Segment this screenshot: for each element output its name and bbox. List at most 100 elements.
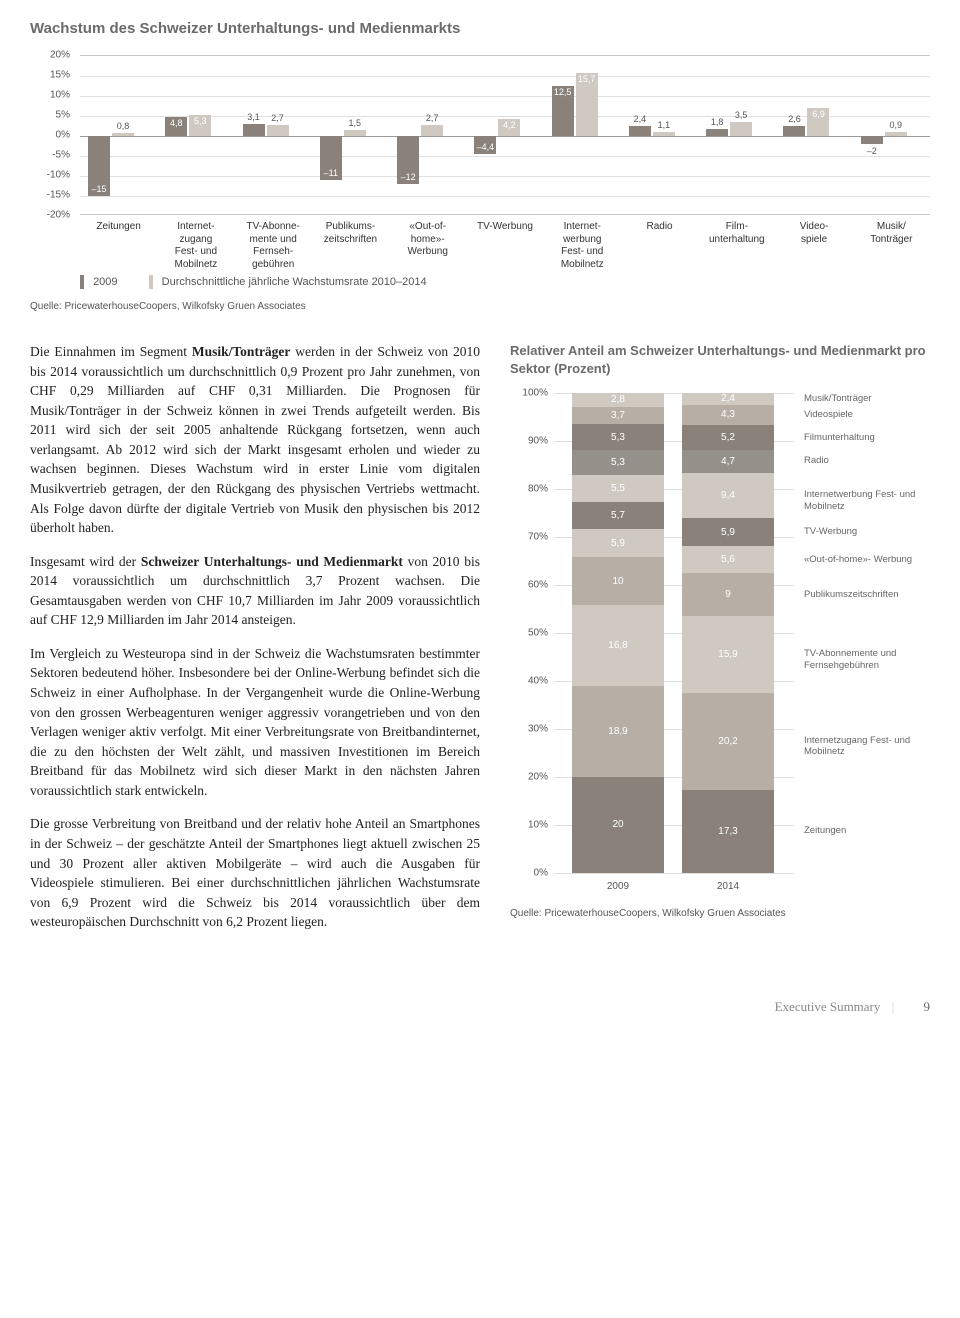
stacked-segment-value: 5,5 — [611, 483, 625, 494]
bar-ytick: 15% — [50, 70, 70, 81]
bar-ytick: -20% — [47, 210, 70, 221]
stacked-segment-value: 2,8 — [611, 394, 625, 405]
stacked-segment: 3,7 — [572, 407, 664, 425]
stacked-segment: 18,9 — [572, 686, 664, 777]
bar-group: 3,12,7TV-Abonne-mente undFernseh-gebühre… — [235, 56, 312, 214]
bar-ytick: -15% — [47, 190, 70, 201]
body-paragraph: Die grosse Verbreitung von Breitband und… — [30, 814, 480, 931]
stacked-segment: 5,6 — [682, 546, 774, 573]
bar — [267, 125, 289, 136]
legend-label-avg: Durchschnittliche jährliche Wachstumsrat… — [162, 276, 427, 288]
stacked-ytick: 70% — [528, 532, 548, 543]
stacked-plot: 2,83,75,35,35,55,75,91016,818,9202,44,35… — [554, 393, 794, 873]
bar-value-label: –4,4 — [470, 142, 500, 152]
bar-chart-legend: 2009 Durchschnittliche jährliche Wachstu… — [80, 275, 930, 289]
bar — [885, 132, 907, 136]
bar-category-label: Musik/Tonträger — [853, 221, 930, 246]
stacked-segment: 9 — [682, 573, 774, 616]
stacked-legend-item: Zeitungen — [804, 825, 846, 836]
stacked-segment-value: 17,3 — [718, 826, 737, 837]
bar — [730, 122, 752, 136]
bar-value-label: 2,7 — [263, 113, 293, 123]
stacked-segment-value: 4,7 — [721, 456, 735, 467]
bar-value-label: 0,9 — [881, 120, 911, 130]
stacked-legend-item: Radio — [804, 455, 829, 466]
bar-value-label: 5,3 — [185, 116, 215, 126]
bar-value-label: 3,5 — [726, 110, 756, 120]
stacked-legend-item: Videospiele — [804, 409, 853, 420]
stacked-segment: 4,3 — [682, 405, 774, 426]
stacked-ytick: 90% — [528, 436, 548, 447]
bar-category-label: Internet-werbungFest- undMobilnetz — [544, 221, 621, 271]
stacked-segment: 9,4 — [682, 473, 774, 518]
stacked-segment-value: 3,7 — [611, 410, 625, 421]
stacked-ytick: 30% — [528, 724, 548, 735]
bar-value-label: –12 — [393, 172, 423, 182]
stacked-segment-value: 5,9 — [721, 527, 735, 538]
page-footer: Executive Summary | 9 — [30, 999, 930, 1015]
stacked-segment-value: 5,6 — [721, 554, 735, 565]
stacked-segment-value: 5,7 — [611, 510, 625, 521]
stacked-segment: 17,3 — [682, 790, 774, 873]
stacked-ytick: 40% — [528, 676, 548, 687]
bar-group: 4,85,3Internet-zugangFest- undMobilnetz — [157, 56, 234, 214]
stacked-segment-value: 20,2 — [718, 736, 737, 747]
stacked-bar: 2,44,35,24,79,45,95,6915,920,217,3 — [682, 393, 774, 873]
stacked-ytick: 80% — [528, 484, 548, 495]
bar-chart-yaxis: -20%-15%-10%-5%0%5%10%15%20% — [30, 55, 76, 215]
body-text-column: Die Einnahmen im Segment Musik/Tonträger… — [30, 342, 480, 949]
stacked-chart-title: Relativer Anteil am Schweizer Unterhaltu… — [510, 342, 944, 377]
bar-ytick: -5% — [52, 150, 70, 161]
bar-group: 1,83,5Film-unterhaltung — [698, 56, 775, 214]
body-paragraph: Insgesamt wird der Schweizer Unterhaltun… — [30, 552, 480, 630]
bar-chart-title: Wachstum des Schweizer Unterhaltungs- un… — [30, 20, 930, 37]
stacked-segment: 5,3 — [572, 450, 664, 475]
bar-group: –111,5Publikums-zeitschriften — [312, 56, 389, 214]
footer-section: Executive Summary — [775, 999, 881, 1014]
bar-chart-plot: –150,8Zeitungen4,85,3Internet-zugangFest… — [80, 55, 930, 215]
stacked-legend-item: Internetwerbung Fest- und Mobilnetz — [804, 489, 944, 512]
bar — [629, 126, 651, 136]
body-paragraph: Im Vergleich zu Westeuropa sind in der S… — [30, 644, 480, 801]
bar-value-label: –2 — [857, 146, 887, 156]
bar-group: 2,66,9Video-spiele — [775, 56, 852, 214]
stacked-segment: 2,8 — [572, 393, 664, 406]
bar-ytick: 0% — [56, 130, 70, 141]
bar — [112, 133, 134, 136]
bar-value-label: 12,5 — [548, 87, 578, 97]
bar-value-label: 4,2 — [494, 120, 524, 130]
stacked-segment: 2,4 — [682, 393, 774, 405]
bar-group: 2,41,1Radio — [621, 56, 698, 214]
legend-swatch-avg — [149, 275, 153, 289]
bar-category-label: «Out-of-home»-Werbung — [389, 221, 466, 259]
stacked-segment: 5,7 — [572, 502, 664, 529]
bar-group: –20,9Musik/Tonträger — [853, 56, 930, 214]
stacked-ytick: 0% — [534, 868, 548, 879]
legend-label-2009: 2009 — [93, 276, 117, 288]
bar — [653, 132, 675, 136]
stacked-segment: 15,9 — [682, 616, 774, 692]
stacked-segment: 5,3 — [572, 424, 664, 449]
stacked-ytick: 20% — [528, 772, 548, 783]
stacked-legend-item: Internetzugang Fest- und Mobilnetz — [804, 735, 944, 758]
stacked-segment-value: 20 — [612, 819, 623, 830]
bar-value-label: 15,7 — [572, 74, 602, 84]
bar-value-label: –15 — [84, 184, 114, 194]
stacked-segment-value: 9 — [725, 589, 731, 600]
stacked-segment-value: 2,4 — [721, 393, 735, 404]
stacked-segment: 10 — [572, 557, 664, 605]
bar-chart: -20%-15%-10%-5%0%5%10%15%20% –150,8Zeitu… — [30, 55, 930, 255]
stacked-xlabels: 20092014 — [554, 881, 794, 892]
stacked-segment: 4,7 — [682, 450, 774, 473]
stacked-bar: 2,83,75,35,35,55,75,91016,818,920 — [572, 393, 664, 873]
bar-ytick: -10% — [47, 170, 70, 181]
body-paragraph: Die Einnahmen im Segment Musik/Tonträger… — [30, 342, 480, 538]
stacked-ytick: 10% — [528, 820, 548, 831]
bar-category-label: Radio — [621, 221, 698, 234]
bar-category-label: Internet-zugangFest- undMobilnetz — [157, 221, 234, 271]
stacked-legend-item: Filmunterhaltung — [804, 432, 875, 443]
stacked-legend-item: Publikumszeitschriften — [804, 589, 899, 600]
bar-value-label: 1,1 — [649, 120, 679, 130]
bar-value-label: 1,5 — [340, 118, 370, 128]
stacked-segment-value: 15,9 — [718, 649, 737, 660]
